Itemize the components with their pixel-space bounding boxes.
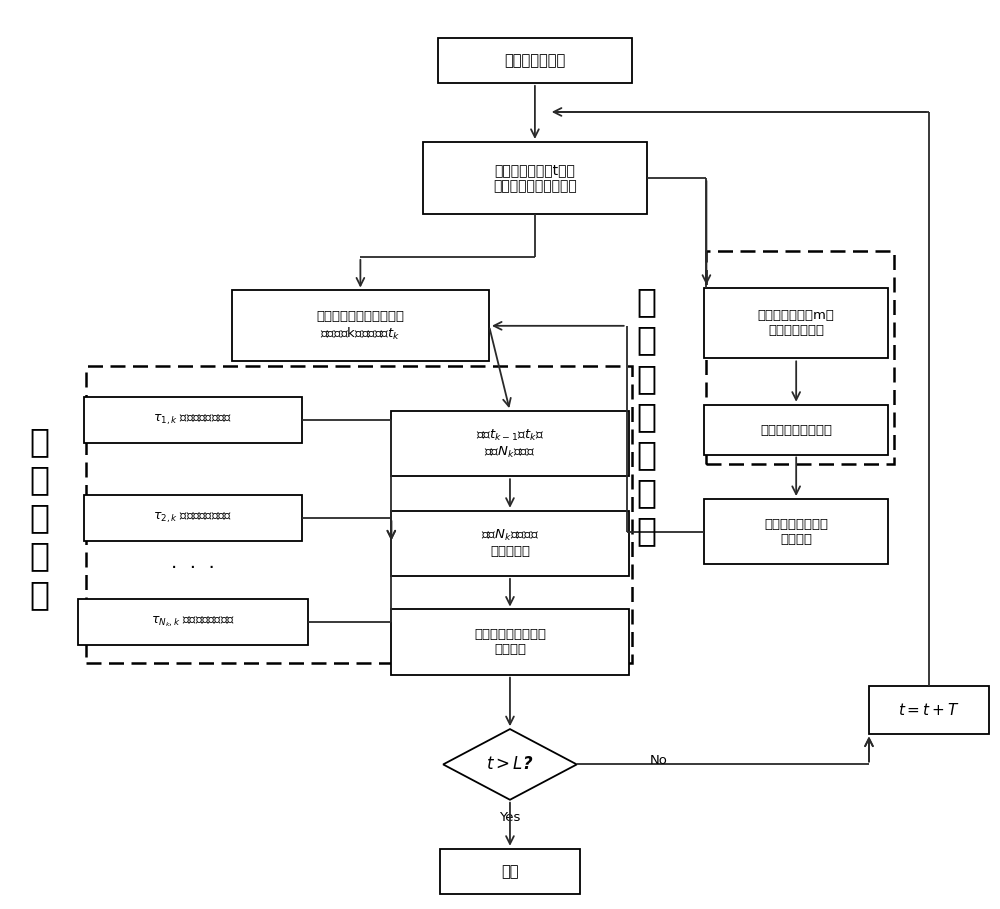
Text: 变
周
期
滤
波: 变 周 期 滤 波 (29, 425, 49, 611)
FancyBboxPatch shape (704, 499, 888, 564)
Text: 计算$N_k$个量测联
合似然函数: 计算$N_k$个量测联 合似然函数 (481, 528, 539, 558)
FancyBboxPatch shape (78, 600, 308, 644)
Text: 初始化系统参数: 初始化系统参数 (504, 53, 566, 68)
FancyBboxPatch shape (391, 411, 629, 476)
FancyBboxPatch shape (704, 288, 888, 358)
FancyBboxPatch shape (391, 511, 629, 576)
Polygon shape (443, 729, 577, 800)
Text: 从接收机中读取t时刻
量测，并进行门限检测: 从接收机中读取t时刻 量测，并进行门限检测 (493, 163, 577, 194)
Text: 周期划分计算第m个
伪信号周期参数: 周期划分计算第m个 伪信号周期参数 (758, 309, 835, 337)
FancyBboxPatch shape (84, 397, 302, 443)
Text: $\tau_{N_k,k}$ 时刻的子似然函数: $\tau_{N_k,k}$ 时刻的子似然函数 (151, 614, 235, 629)
Text: $t>L$?: $t>L$? (486, 755, 534, 774)
FancyBboxPatch shape (423, 142, 647, 215)
Text: 非连续特性参数估计: 非连续特性参数估计 (760, 424, 832, 436)
Text: 确定状态更新时间
间隔序列: 确定状态更新时间 间隔序列 (764, 517, 828, 545)
Text: No: No (650, 754, 667, 767)
Text: $t=t+T$: $t=t+T$ (898, 702, 960, 718)
FancyBboxPatch shape (391, 609, 629, 674)
FancyBboxPatch shape (84, 495, 302, 541)
Text: 确定$t_{k-1}$～$t_k$之
间的$N_k$个量测: 确定$t_{k-1}$～$t_k$之 间的$N_k$个量测 (476, 427, 544, 460)
FancyBboxPatch shape (869, 686, 989, 734)
Text: Yes: Yes (499, 811, 521, 824)
Text: 非
连
续
特
性
估
计: 非 连 续 特 性 估 计 (637, 285, 657, 547)
Text: 根据状态更新时间间隔序
列确定第k个估计时刻$t_k$: 根据状态更新时间间隔序 列确定第k个估计时刻$t_k$ (316, 310, 404, 342)
Text: ·  ·  ·: · · · (171, 559, 215, 578)
FancyBboxPatch shape (438, 37, 632, 83)
FancyBboxPatch shape (440, 849, 580, 894)
Text: $\tau_{1,k}$ 时刻的子似然函数: $\tau_{1,k}$ 时刻的子似然函数 (153, 413, 232, 427)
Text: $\tau_{2,k}$ 时刻的子似然函数: $\tau_{2,k}$ 时刻的子似然函数 (153, 511, 232, 525)
Text: 利用贝叶斯准则估计
目标状态: 利用贝叶斯准则估计 目标状态 (474, 628, 546, 656)
Text: 结束: 结束 (501, 864, 519, 879)
FancyBboxPatch shape (232, 291, 489, 361)
FancyBboxPatch shape (704, 405, 888, 454)
